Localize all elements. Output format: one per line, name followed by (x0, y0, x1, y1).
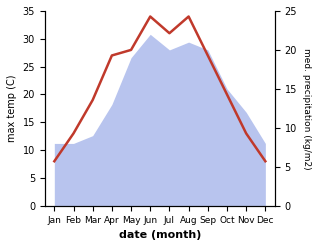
Y-axis label: med. precipitation (kg/m2): med. precipitation (kg/m2) (302, 48, 311, 169)
Y-axis label: max temp (C): max temp (C) (7, 75, 17, 142)
X-axis label: date (month): date (month) (119, 230, 201, 240)
